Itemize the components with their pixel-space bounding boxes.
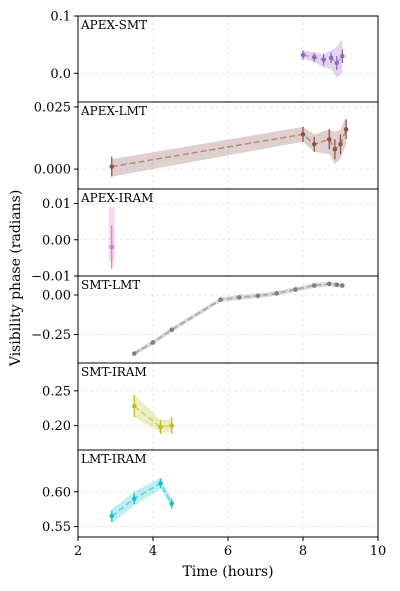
- panel-lmt-iram: 0.55 0.60 LMT-IRAM: [42, 449, 379, 538]
- data-point: [109, 513, 115, 519]
- x-axis-title: Time (hours): [182, 564, 273, 580]
- x-tick-label: 8: [299, 544, 307, 559]
- data-point: [300, 52, 306, 58]
- x-tick-label: 6: [224, 544, 232, 559]
- y-tick-label: 0.20: [42, 419, 71, 434]
- series-apex-lmt: [109, 116, 349, 177]
- data-point: [109, 164, 115, 169]
- panel-label: APEX-IRAM: [80, 191, 153, 205]
- y-tick-label: 0.1: [50, 10, 71, 25]
- series-lmt-iram: [109, 477, 175, 524]
- data-point: [293, 287, 298, 292]
- x-tick-label: 4: [149, 544, 157, 559]
- y-tick-label: 0.60: [42, 485, 71, 500]
- panel-apex-lmt: 0.000 0.025 APEX-LMT: [34, 100, 379, 190]
- panel-label: SMT-LMT: [81, 278, 140, 292]
- y-tick-label: 0.0: [50, 67, 71, 82]
- y-tick-label: 0.01: [42, 197, 71, 212]
- data-point: [340, 283, 345, 288]
- y-tick-label: 0.000: [34, 163, 71, 178]
- data-point: [321, 57, 326, 62]
- panel-label: SMT-IRAM: [81, 365, 147, 379]
- y-tick-label: 0.00: [42, 233, 71, 248]
- data-point: [131, 351, 137, 356]
- data-point: [332, 146, 338, 152]
- x-axis: 2 4 6 8 10: [74, 537, 386, 559]
- panel-apex-smt: 0.0 0.1 APEX-SMT: [50, 10, 379, 103]
- series-smt-lmt: [131, 281, 345, 356]
- series-apex-iram: [108, 207, 115, 269]
- panel-apex-iram: −0.01 0.00 0.01 APEX-IRAM: [31, 188, 379, 285]
- data-point: [218, 297, 223, 303]
- series-line: [111, 482, 173, 517]
- data-point: [255, 293, 261, 299]
- x-tick-label: 10: [370, 544, 387, 559]
- data-point: [340, 53, 345, 59]
- data-point: [300, 132, 306, 137]
- data-point: [338, 141, 343, 147]
- series-line: [133, 283, 343, 355]
- data-point: [131, 496, 137, 502]
- y-axis-title: Visibility phase (radians): [8, 190, 24, 368]
- confidence-band: [111, 477, 172, 524]
- data-point: [334, 282, 340, 288]
- series-apex-smt: [300, 38, 345, 78]
- data-point: [311, 54, 317, 60]
- y-tick-label: 0.25: [42, 384, 71, 399]
- data-point: [169, 327, 175, 333]
- panel-label: APEX-LMT: [80, 104, 147, 118]
- data-point: [158, 424, 163, 430]
- data-point: [343, 127, 349, 132]
- series-line: [133, 405, 172, 428]
- y-tick-label: −0.25: [31, 328, 71, 343]
- series-smt-iram: [131, 394, 175, 434]
- data-point: [334, 60, 340, 66]
- data-point: [326, 136, 332, 142]
- x-tick-label: 2: [74, 544, 82, 559]
- data-point: [158, 481, 163, 486]
- data-point: [326, 281, 332, 287]
- panel-label: APEX-SMT: [80, 18, 147, 32]
- panel-smt-lmt: −0.25 0.00 SMT-LMT: [31, 275, 379, 364]
- data-point: [169, 501, 175, 506]
- data-point: [274, 291, 280, 296]
- data-point: [311, 141, 317, 147]
- y-tick-label: 0.55: [42, 520, 71, 535]
- confidence-band: [134, 281, 343, 356]
- y-tick-label: 0.00: [42, 288, 71, 303]
- confidence-band: [134, 394, 172, 433]
- data-point: [169, 423, 175, 428]
- data-point: [131, 403, 137, 409]
- y-tick-label: −0.01: [31, 270, 71, 285]
- data-point: [150, 340, 156, 345]
- data-point: [236, 295, 242, 300]
- data-point: [311, 283, 317, 288]
- data-point: [328, 55, 334, 61]
- panel-label: LMT-IRAM: [81, 452, 147, 466]
- chart-panels: 0.0 0.1 APEX-SMT 0.000 0.025 APEX-LMT −0.01 0.0…: [31, 10, 379, 538]
- panel-smt-iram: 0.20 0.25 SMT-IRAM: [42, 362, 379, 451]
- data-point: [109, 244, 115, 250]
- y-tick-label: 0.025: [34, 100, 71, 115]
